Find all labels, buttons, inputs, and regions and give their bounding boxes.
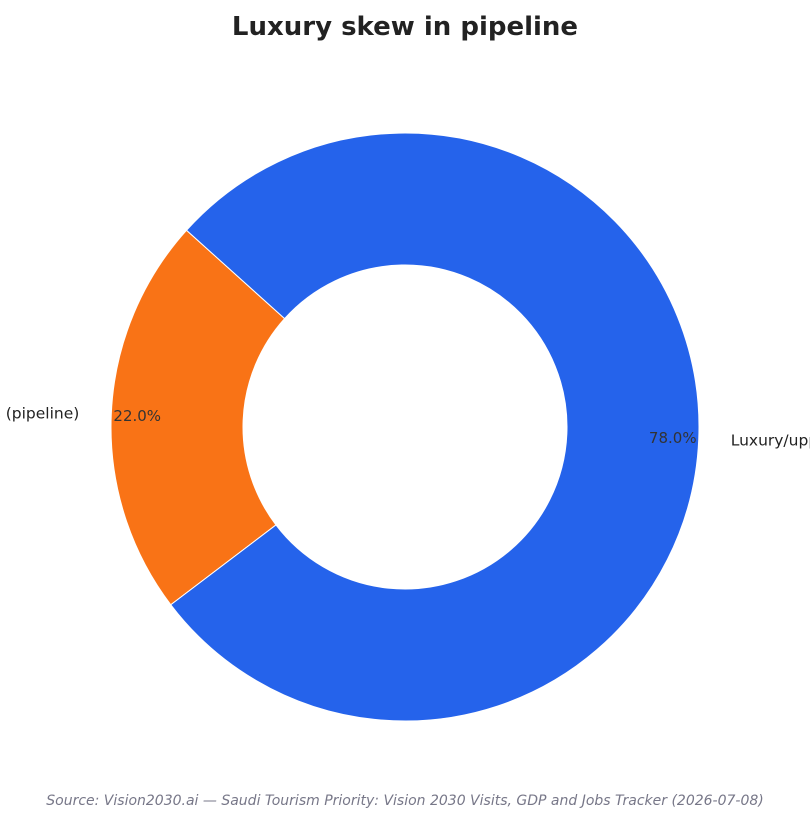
slice-0-label: Other segments (pipeline) [0,404,79,422]
slice-group [110,132,700,722]
label-group: 22.0% Other segments (pipeline) 78.0% Luxur… [0,404,810,449]
slice-1 [170,132,700,722]
chart-title: Luxury skew in pipeline [232,12,578,42]
slice-0-pct-label: 22.0% [113,407,161,425]
slice-0 [110,229,286,606]
source-note: Source: Vision2030.ai — Saudi Tourism Pr… [46,793,764,809]
slice-1-pct-label: 78.0% [649,429,697,447]
slice-1-label: Luxury/upper-upscale/u... [731,432,810,450]
